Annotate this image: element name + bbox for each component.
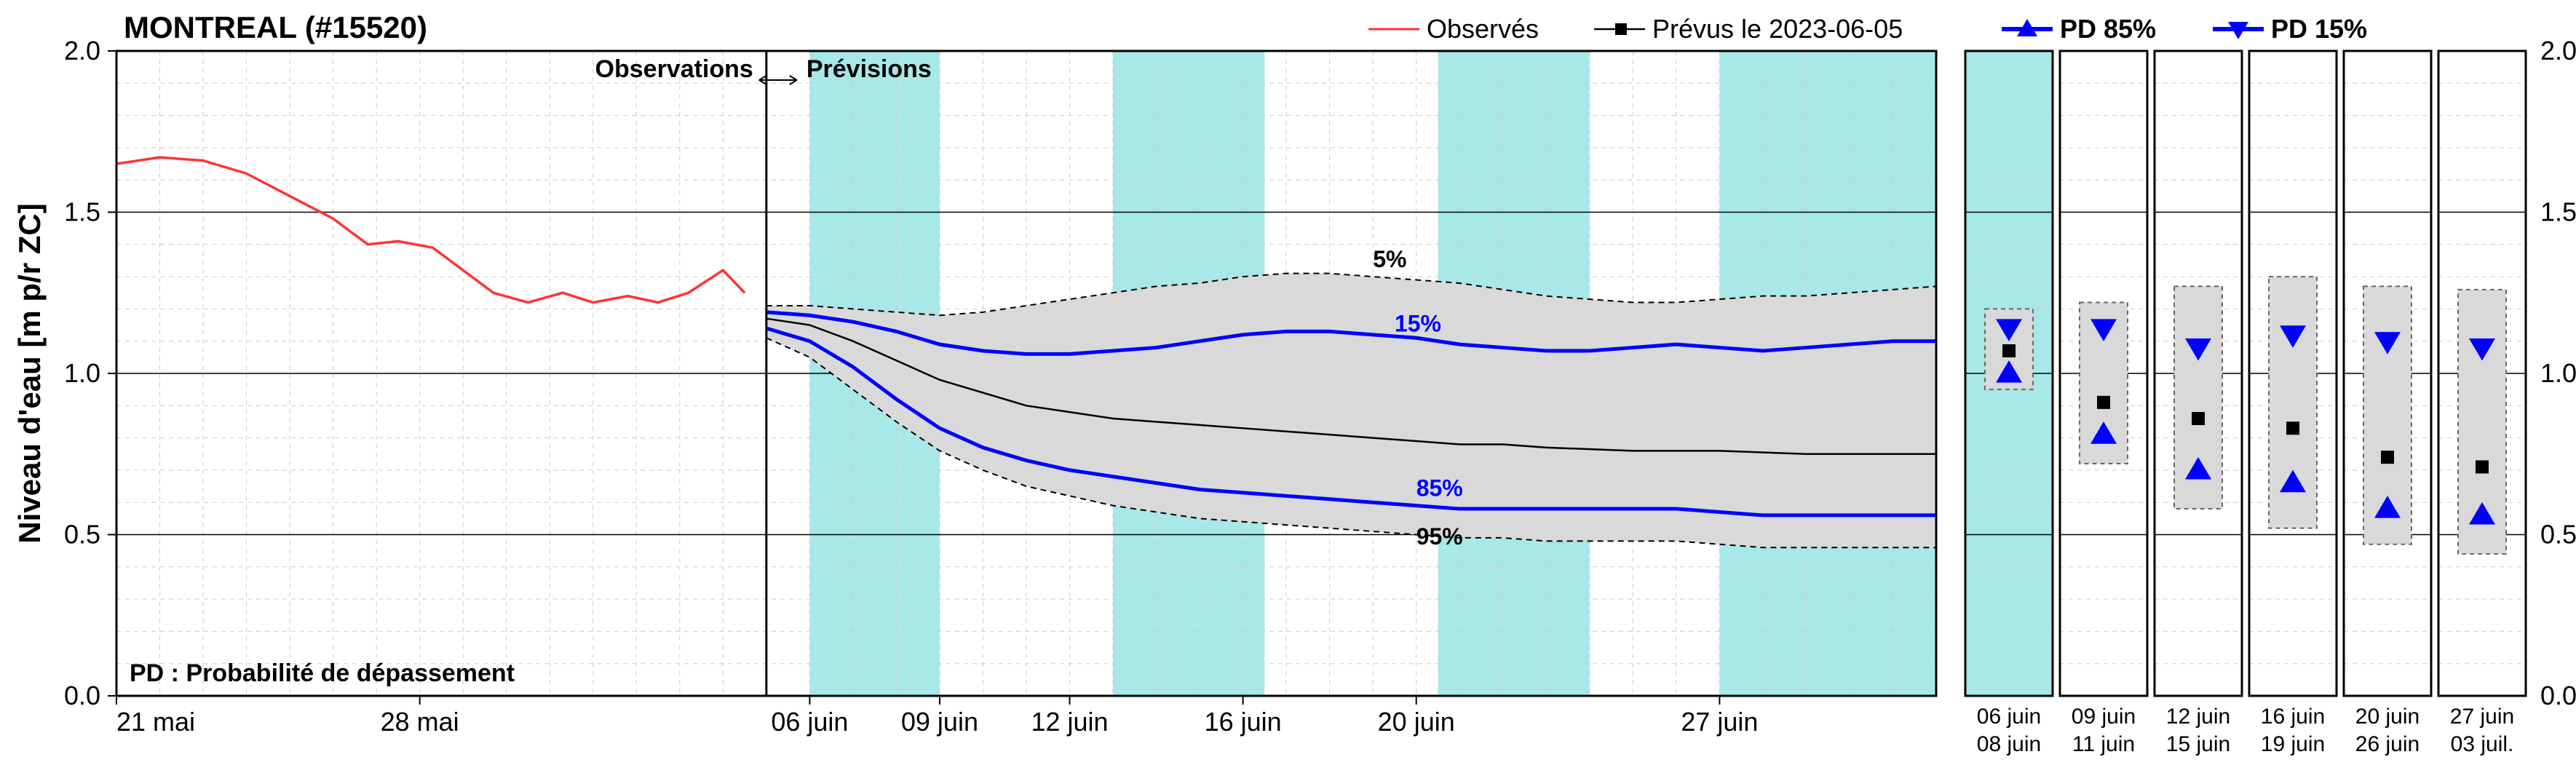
chart-svg: 5% 15% 85% 95% 0.0 0.5 1.0 1.5 2.0 21 mai 28 mai 06… — [0, 0, 2576, 781]
svg-text:27 juin: 27 juin — [1681, 707, 1758, 737]
svg-text:16 juin: 16 juin — [1205, 707, 1282, 737]
svg-text:PD 15%: PD 15% — [2271, 14, 2367, 44]
svg-text:06 juin: 06 juin — [771, 707, 848, 737]
svg-text:Observations: Observations — [595, 55, 753, 83]
svg-text:15%: 15% — [1395, 310, 1441, 336]
svg-text:0.0: 0.0 — [2540, 681, 2576, 710]
svg-text:5%: 5% — [1373, 246, 1406, 272]
svg-text:PD 85%: PD 85% — [2060, 14, 2156, 44]
svg-text:0.5: 0.5 — [2540, 520, 2576, 550]
svg-text:06 juin: 06 juin — [1977, 705, 2041, 729]
svg-text:95%: 95% — [1416, 523, 1463, 550]
svg-text:08 juin: 08 juin — [1977, 732, 2041, 756]
svg-text:03 juil.: 03 juil. — [2451, 732, 2514, 756]
svg-text:Prévisions: Prévisions — [807, 55, 932, 83]
svg-text:20 juin: 20 juin — [1378, 707, 1455, 737]
svg-text:27 juin: 27 juin — [2450, 705, 2514, 729]
svg-text:2.0: 2.0 — [64, 36, 100, 66]
svg-text:09 juin: 09 juin — [2072, 705, 2136, 729]
svg-text:Prévus le 2023-06-05: Prévus le 2023-06-05 — [1652, 14, 1903, 44]
svg-text:09 juin: 09 juin — [901, 707, 978, 737]
svg-text:21 mai: 21 mai — [116, 707, 195, 737]
svg-text:1.5: 1.5 — [2540, 197, 2576, 227]
svg-text:PD : Probabilité de dépassemen: PD : Probabilité de dépassement — [130, 659, 515, 687]
svg-text:Niveau d'eau [m p/r ZC]: Niveau d'eau [m p/r ZC] — [12, 203, 47, 543]
chart-container: 5% 15% 85% 95% 0.0 0.5 1.0 1.5 2.0 21 mai 28 mai 06… — [0, 0, 2576, 781]
svg-text:85%: 85% — [1416, 475, 1463, 501]
svg-text:15 juin: 15 juin — [2166, 732, 2230, 756]
svg-text:2.0: 2.0 — [2540, 36, 2576, 66]
svg-text:19 juin: 19 juin — [2261, 732, 2325, 756]
svg-text:12 juin: 12 juin — [1031, 707, 1108, 737]
svg-text:28 mai: 28 mai — [381, 707, 459, 737]
svg-text:16 juin: 16 juin — [2261, 705, 2325, 729]
svg-text:1.5: 1.5 — [64, 197, 100, 227]
svg-text:MONTREAL (#15520): MONTREAL (#15520) — [124, 10, 427, 44]
svg-text:20 juin: 20 juin — [2355, 705, 2420, 729]
svg-text:0.5: 0.5 — [64, 520, 100, 550]
svg-text:11 juin: 11 juin — [2072, 732, 2135, 756]
svg-text:26 juin: 26 juin — [2355, 732, 2420, 756]
svg-text:Observés: Observés — [1427, 14, 1539, 44]
svg-text:1.0: 1.0 — [64, 358, 100, 388]
svg-text:12 juin: 12 juin — [2166, 705, 2230, 729]
svg-text:0.0: 0.0 — [64, 681, 100, 710]
svg-text:1.0: 1.0 — [2540, 358, 2576, 388]
